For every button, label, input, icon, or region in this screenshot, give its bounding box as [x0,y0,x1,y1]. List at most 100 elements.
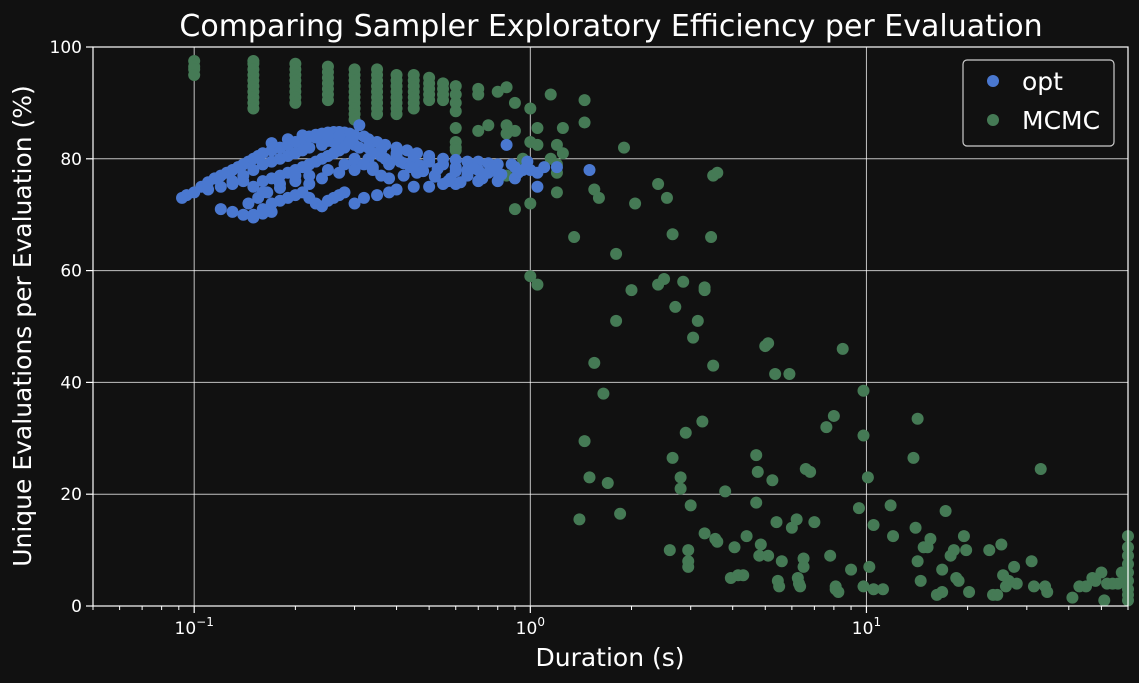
data-point-opt [348,163,361,176]
data-point-mcmc [663,544,676,557]
data-point-mcmc [751,465,764,478]
data-point-mcmc [857,580,870,593]
data-point-mcmc [845,563,858,576]
data-point-mcmc [762,549,775,562]
data-point-mcmc [531,122,544,135]
data-point-mcmc [820,421,833,434]
data-point-mcmc [804,465,817,478]
data-point-opt [265,137,278,150]
data-point-mcmc [597,387,610,400]
data-point-mcmc [1041,586,1054,599]
data-points [176,54,1134,607]
data-point-opt [202,183,215,196]
data-point-opt [247,163,260,176]
data-point-mcmc [907,451,920,464]
data-point-mcmc [770,516,783,529]
data-point-mcmc [750,496,763,509]
data-point-mcmc [711,535,724,548]
data-point-mcmc [769,368,782,381]
data-point-opt [417,165,430,178]
data-point-mcmc [1010,577,1023,590]
data-point-mcmc [449,144,462,157]
x-axis-ticks: 10−1 100 101 [92,606,1129,639]
data-point-mcmc [705,231,718,244]
data-point-opt [454,176,467,189]
data-point-mcmc [1008,560,1021,573]
data-point-opt [357,191,370,204]
data-point-mcmc [449,96,462,109]
data-point-opt [315,172,328,185]
data-point-opt [333,166,346,179]
data-point-mcmc [1034,463,1047,476]
data-point-mcmc [947,544,960,557]
data-point-opt [394,155,407,168]
data-point-mcmc [371,108,384,121]
data-point-opt [338,186,351,199]
data-point-opt [226,177,239,190]
data-point-opt [289,169,302,182]
data-point-mcmc [677,275,690,288]
data-point-opt [379,152,392,165]
data-point-mcmc [508,203,521,216]
data-point-mcmc [482,119,495,132]
data-point-opt [371,189,384,202]
data-point-opt [353,119,366,132]
data-point-mcmc [857,384,870,397]
data-point-mcmc [696,415,709,428]
data-point-mcmc [698,527,711,540]
data-point-opt [476,172,489,185]
data-point-mcmc [247,102,260,115]
data-point-mcmc [449,80,462,93]
data-point-opt [495,168,508,181]
data-point-opt [343,136,356,149]
data-point-mcmc [867,583,880,596]
data-point-mcmc [578,94,591,107]
y-tick-label: 60 [60,262,82,282]
data-point-mcmc [568,231,581,244]
data-point-opt [296,129,309,142]
data-point-mcmc [911,412,924,425]
data-point-mcmc [531,278,544,291]
data-point-opt [583,163,596,176]
x-axis-label: Duration (s) [535,643,684,672]
y-tick-label: 80 [60,150,82,170]
data-point-mcmc [556,147,569,160]
data-point-mcmc [674,471,687,484]
data-point-opt [214,180,227,193]
data-point-mcmc [797,552,810,565]
data-point-mcmc [863,560,876,573]
data-point-opt [521,155,534,168]
data-point-mcmc [808,516,821,529]
data-point-mcmc [884,499,897,512]
data-point-mcmc [674,482,687,495]
data-point-mcmc [960,544,973,557]
data-point-opt [404,161,417,174]
data-point-opt [397,169,410,182]
data-point-mcmc [550,186,563,199]
y-tick-label: 40 [60,373,82,393]
data-point-mcmc [188,68,201,81]
data-point-mcmc [423,94,436,107]
data-point-opt [348,197,361,210]
series-mcmc [188,54,1134,607]
data-point-mcmc [684,499,697,512]
data-point-mcmc [728,541,741,554]
y-tick-label: 0 [71,597,82,617]
x-tick-label: 100 [516,615,545,639]
data-point-opt [428,170,441,183]
data-point-mcmc [914,574,927,587]
data-point-mcmc [827,409,840,422]
data-point-mcmc [437,94,450,107]
data-point-mcmc [669,300,682,313]
legend-label-opt: opt [1022,67,1063,96]
data-point-mcmc [524,102,537,115]
data-point-mcmc [1025,555,1038,568]
data-point-opt [237,208,250,221]
data-point-opt [488,159,501,172]
data-point-mcmc [524,197,537,210]
data-point-opt [423,180,436,193]
data-point-mcmc [876,583,889,596]
data-point-opt [273,177,286,190]
y-axis-ticks: 0 20 40 60 80 100 [50,38,93,617]
data-point-mcmc [983,544,996,557]
